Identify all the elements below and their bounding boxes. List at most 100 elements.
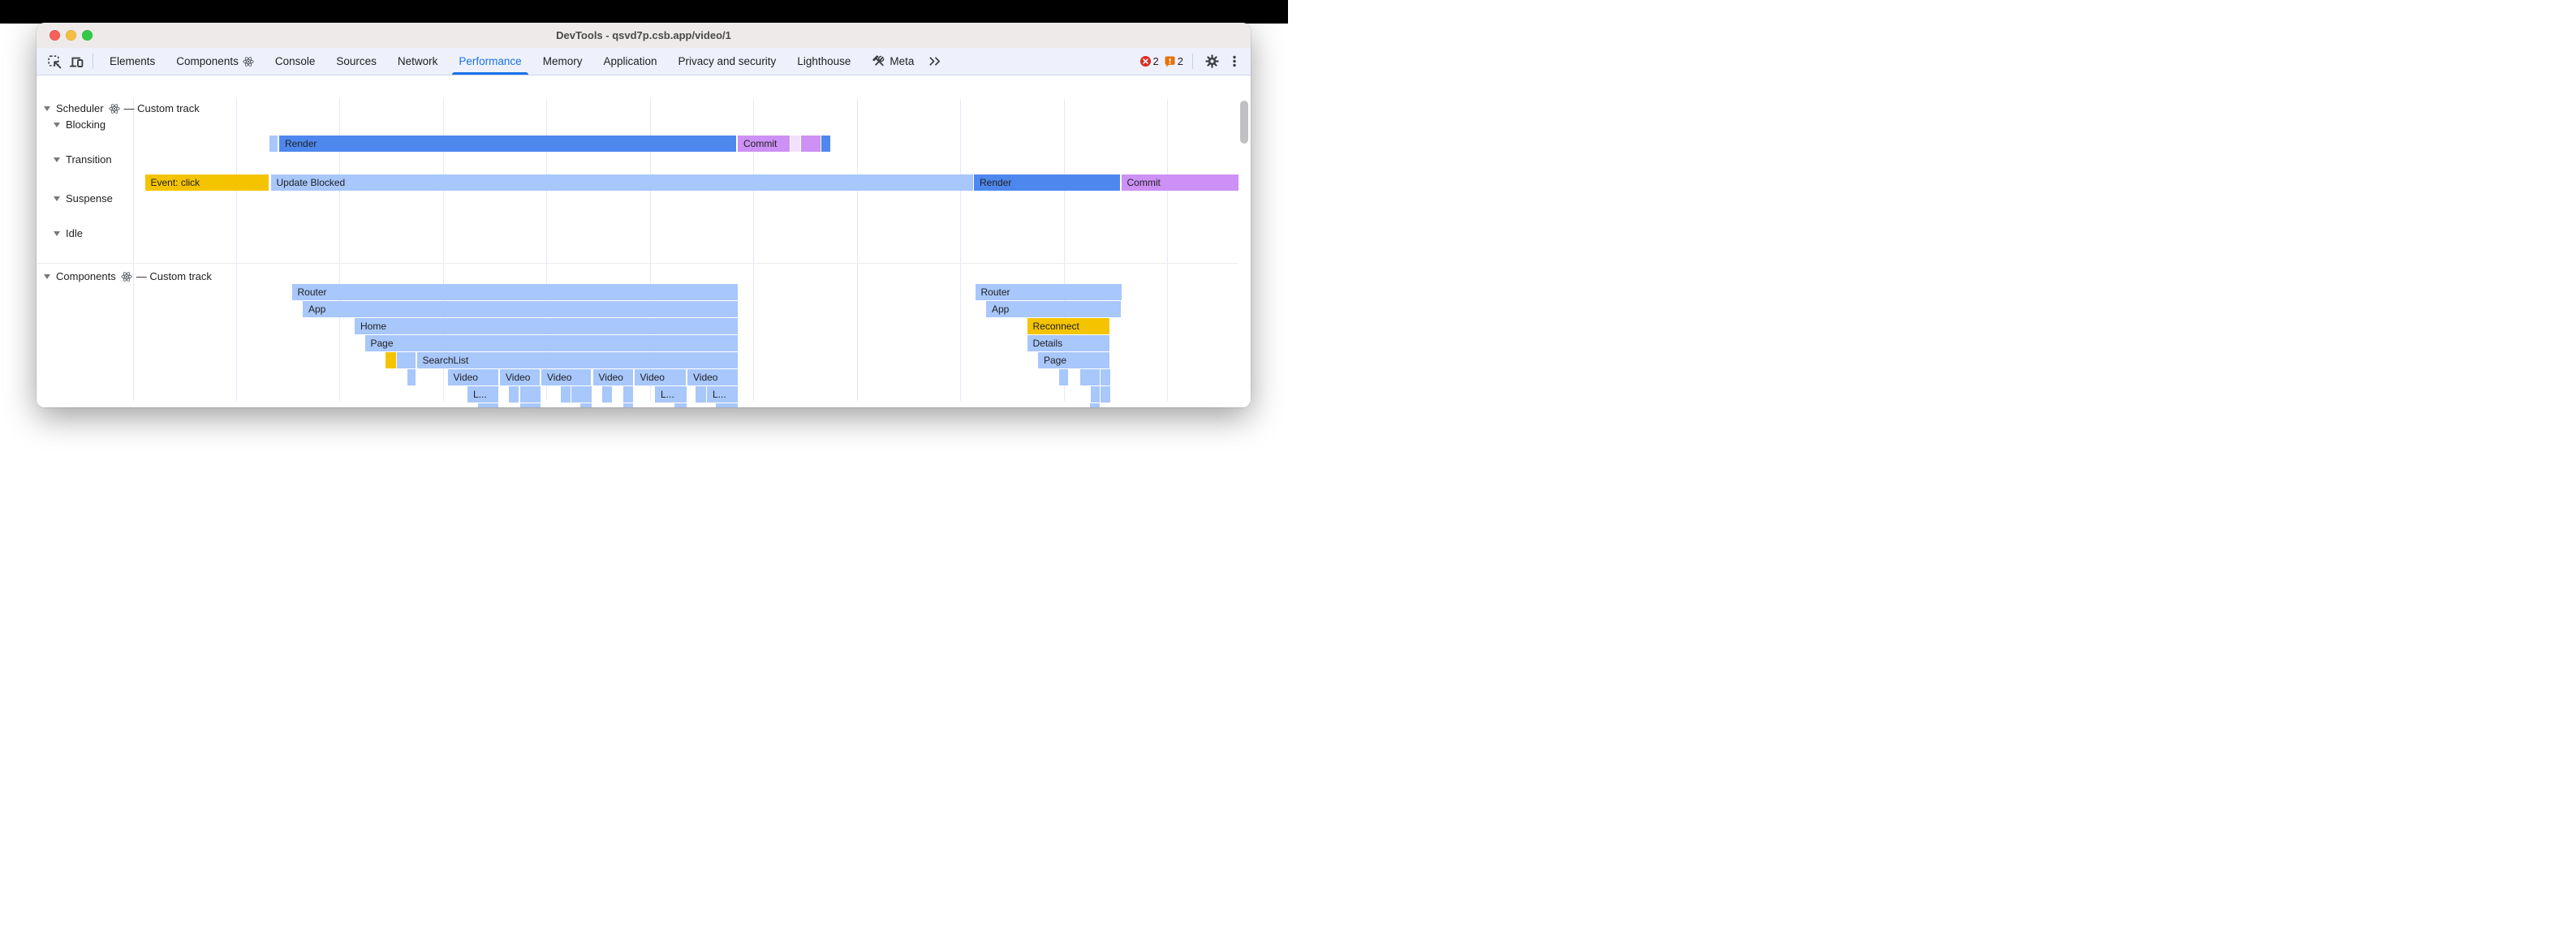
flame-bar-render[interactable]: Render	[974, 174, 1120, 191]
flame-bar-commit[interactable]: Commit	[1121, 174, 1238, 191]
flame-bar[interactable]	[602, 386, 612, 403]
flame-bar[interactable]	[385, 352, 396, 368]
flame-bar[interactable]	[695, 386, 706, 403]
flame-bar[interactable]	[622, 386, 633, 403]
flame-bar[interactable]	[519, 386, 541, 403]
track-label-components[interactable]: Components — Custom track	[44, 270, 212, 282]
flame-bar[interactable]	[477, 403, 498, 407]
flame-bar-page[interactable]: Page	[1038, 352, 1109, 368]
flame-bar-update-blocked[interactable]: Update Blocked	[270, 174, 973, 191]
flame-bar[interactable]	[790, 136, 800, 152]
flame-bar-reconnect[interactable]: Reconnect	[1027, 318, 1109, 334]
flame-bar[interactable]	[1100, 386, 1110, 403]
flame-bar-router[interactable]: Router	[975, 284, 1122, 300]
zoom-button[interactable]	[82, 30, 93, 41]
flame-bar[interactable]	[1058, 369, 1068, 385]
flame-bar[interactable]	[1080, 369, 1100, 385]
flame-bar[interactable]	[1100, 369, 1110, 385]
flame-bar[interactable]	[622, 403, 633, 407]
warning-badge[interactable]: 2	[1164, 55, 1183, 68]
flame-bar[interactable]	[1090, 403, 1100, 407]
track-label-idle[interactable]: Idle	[54, 227, 83, 239]
inspect-cursor-icon	[47, 54, 62, 69]
flame-bar-router[interactable]: Router	[291, 284, 738, 300]
flame-bar-video[interactable]: Video	[687, 369, 738, 385]
react-atom-icon	[243, 56, 254, 67]
flame-bar[interactable]	[407, 369, 416, 385]
close-button[interactable]	[50, 30, 60, 41]
track-label-blocking[interactable]: Blocking	[54, 118, 106, 131]
tab-label: Console	[274, 55, 316, 67]
gridline	[649, 99, 651, 401]
gear-icon	[1204, 54, 1220, 69]
flame-bar-event-click[interactable]: Event: click	[144, 174, 269, 191]
gridline	[442, 99, 444, 401]
flame-bar-l[interactable]: L...	[655, 386, 687, 403]
triangle-down-icon	[44, 105, 50, 111]
flame-bar-page[interactable]: Page	[364, 335, 738, 351]
flame-bar[interactable]	[396, 352, 416, 368]
flame-bar-l[interactable]: L...	[707, 386, 738, 403]
flame-bar-l[interactable]: L...	[467, 386, 498, 403]
more-tabs-button[interactable]	[924, 48, 944, 75]
flame-bar-video[interactable]: Video	[541, 369, 591, 385]
flame-bar-app[interactable]: App	[986, 301, 1121, 317]
flame-bar-searchlist[interactable]: SearchList	[416, 352, 738, 368]
gridline	[960, 99, 961, 401]
flame-bar[interactable]	[579, 403, 592, 407]
flame-bar[interactable]	[269, 136, 278, 152]
warning-count: 2	[1177, 55, 1183, 67]
gridline	[1167, 99, 1168, 401]
flame-bar-video[interactable]: Video	[592, 369, 633, 385]
tab-lighthouse[interactable]: Lighthouse	[786, 48, 861, 75]
flame-bar-app[interactable]: App	[303, 301, 738, 317]
tab-label: Performance	[459, 55, 522, 67]
tab-sources[interactable]: Sources	[325, 48, 387, 75]
performance-flame-chart[interactable]: Render Commit Event: click Update Blocked Re…	[37, 76, 1251, 407]
tab-memory[interactable]: Memory	[532, 48, 593, 75]
tab-performance[interactable]: Performance	[448, 48, 532, 75]
tab-network[interactable]: Network	[387, 48, 449, 75]
flame-bar[interactable]	[509, 386, 519, 403]
flame-bar[interactable]	[519, 403, 541, 407]
flame-bar[interactable]	[674, 403, 687, 407]
flame-bar[interactable]	[821, 136, 830, 152]
tab-console[interactable]: Console	[265, 48, 326, 75]
main-menu-button[interactable]	[1226, 48, 1243, 75]
screenshot-stage: DevTools - qsvd7p.csb.app/video/1 Elemen…	[0, 0, 1288, 465]
gridline	[339, 99, 340, 401]
flame-bar-video[interactable]: Video	[634, 369, 686, 385]
flame-bar-home[interactable]: Home	[355, 318, 738, 334]
tab-elements[interactable]: Elements	[99, 48, 166, 75]
track-label-transition[interactable]: Transition	[54, 153, 112, 166]
triangle-down-icon	[54, 230, 60, 236]
device-toolbar-button[interactable]	[65, 48, 87, 75]
tab-privacy-and-security[interactable]: Privacy and security	[668, 48, 787, 75]
flame-bar[interactable]	[561, 386, 571, 403]
flame-bar[interactable]	[571, 386, 592, 403]
track-label-suffix: — Custom track	[136, 270, 212, 282]
settings-button[interactable]	[1202, 48, 1221, 75]
minimize-button[interactable]	[66, 30, 76, 41]
inspect-element-button[interactable]	[43, 48, 65, 75]
flame-bar-video[interactable]: Video	[447, 369, 498, 385]
tab-label: Memory	[542, 55, 583, 67]
window-titlebar: DevTools - qsvd7p.csb.app/video/1	[37, 23, 1251, 48]
vertical-scrollbar[interactable]	[1240, 101, 1248, 144]
flame-bar[interactable]	[716, 403, 738, 407]
flame-bar-video[interactable]: Video	[500, 369, 540, 385]
track-label-suspense[interactable]: Suspense	[54, 192, 113, 205]
flame-bar-details[interactable]: Details	[1027, 335, 1109, 351]
double-chevron-right-icon	[928, 54, 941, 68]
tab-components[interactable]: Components	[166, 48, 265, 75]
track-label-scheduler[interactable]: Scheduler — Custom track	[44, 102, 200, 114]
error-circle-icon	[1139, 55, 1152, 67]
flame-bar[interactable]	[1091, 386, 1100, 403]
tab-strip: Elements Components Console Sources Network…	[99, 48, 924, 75]
flame-bar-commit[interactable]: Commit	[738, 136, 790, 152]
tab-application[interactable]: Application	[592, 48, 667, 75]
error-badge[interactable]: 2	[1139, 55, 1159, 67]
tab-meta[interactable]: Meta	[861, 48, 924, 75]
flame-bar[interactable]	[801, 136, 821, 152]
flame-bar-render[interactable]: Render	[279, 136, 736, 152]
